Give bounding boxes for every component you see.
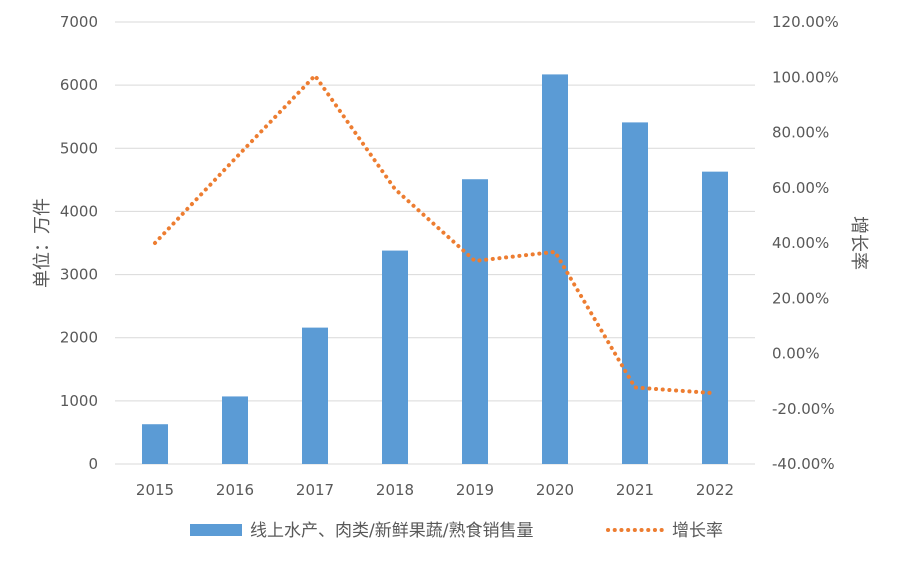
- x-tick-label: 2016: [216, 481, 254, 499]
- x-tick-label: 2021: [616, 481, 654, 499]
- x-tick-label: 2022: [696, 481, 734, 499]
- x-tick-label: 2018: [376, 481, 414, 499]
- bar: [622, 122, 648, 464]
- x-tick-label: 2017: [296, 481, 334, 499]
- left-tick-label: 1000: [60, 392, 98, 410]
- right-tick-label: 60.00%: [772, 179, 829, 197]
- right-tick-label: 100.00%: [772, 68, 839, 86]
- bar: [702, 171, 728, 465]
- left-tick-label: 2000: [60, 329, 98, 347]
- right-tick-label: 40.00%: [772, 234, 829, 252]
- right-axis-ticks: -40.00% -20.00% 0.00% 20.00% 40.00% 60.00% 80.…: [772, 13, 839, 473]
- right-axis-title: 增长率: [848, 216, 869, 270]
- left-axis-title: 单位：万件: [32, 198, 53, 288]
- left-tick-label: 3000: [60, 266, 98, 284]
- right-tick-label: 0.00%: [772, 345, 820, 363]
- bar-series: [142, 74, 728, 465]
- gridlines: [115, 21, 755, 465]
- right-tick-label: 80.00%: [772, 124, 829, 142]
- bar: [302, 327, 328, 464]
- bar: [542, 74, 568, 464]
- bar: [382, 250, 408, 464]
- legend-line-label: 增长率: [672, 521, 723, 541]
- left-tick-label: 5000: [60, 139, 98, 157]
- legend-bar-label: 线上水产、肉类/新鲜果蔬/熟食销售量: [250, 520, 533, 541]
- left-tick-label: 7000: [60, 13, 98, 31]
- bar: [222, 396, 248, 464]
- line-series: [153, 72, 717, 396]
- bar: [462, 179, 488, 464]
- left-tick-label: 0: [88, 455, 98, 473]
- right-tick-label: -20.00%: [772, 400, 835, 418]
- x-axis-ticks: 2015 2016 2017 2018 2019 2020 2021 2022: [136, 481, 734, 499]
- left-tick-label: 4000: [60, 202, 98, 220]
- legend-bar-swatch: [190, 524, 242, 536]
- legend: 线上水产、肉类/新鲜果蔬/熟食销售量 增长率: [190, 520, 723, 541]
- left-tick-label: 6000: [60, 76, 98, 94]
- x-tick-label: 2015: [136, 481, 174, 499]
- bar: [142, 424, 168, 464]
- growth-rate-line: [153, 72, 717, 396]
- x-tick-label: 2020: [536, 481, 574, 499]
- right-tick-label: 120.00%: [772, 13, 839, 31]
- x-tick-label: 2019: [456, 481, 494, 499]
- right-tick-label: 20.00%: [772, 289, 829, 307]
- right-tick-label: -40.00%: [772, 455, 835, 473]
- left-axis-ticks: 0 1000 2000 3000 4000 5000 6000 7000: [60, 13, 98, 473]
